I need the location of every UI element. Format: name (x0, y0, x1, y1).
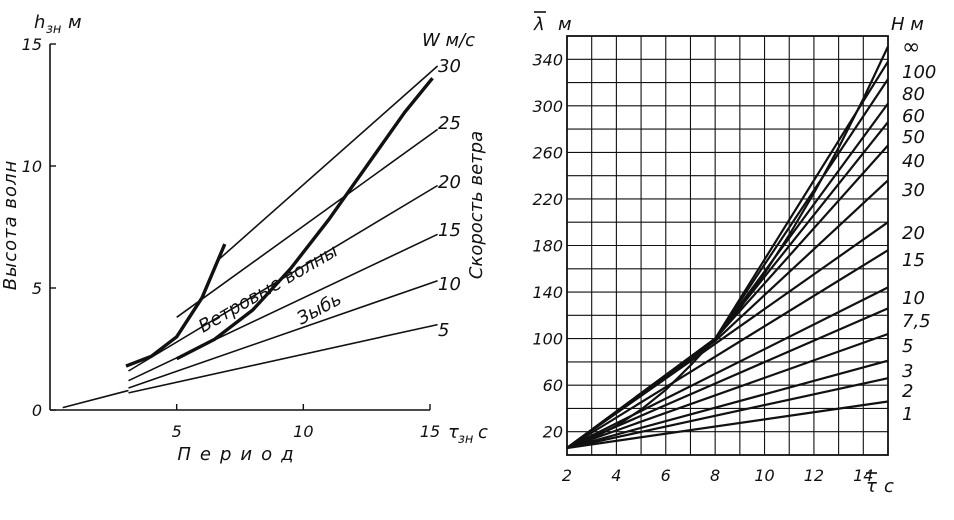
depth-curve (566, 249, 889, 449)
right-x-tick-label: 12 (804, 466, 824, 485)
wind-speed-label: 5 (438, 320, 449, 341)
depth-curve (566, 286, 889, 449)
bold-boundary-curve (125, 243, 227, 368)
right-x-tick-label: 14 (853, 466, 873, 485)
left-x-tick-label: 15 (420, 422, 440, 441)
right-x-unit: с (884, 476, 894, 497)
left-x-tick-label: 5 (172, 422, 182, 441)
right-x-symbol: τ (866, 476, 877, 497)
right-x-tick-label: 2 (562, 466, 572, 485)
right-y-tick-label: 140 (532, 283, 563, 302)
depth-curve (566, 332, 889, 450)
left-x-subscript: зн (458, 432, 474, 447)
depth-label: 2 (902, 381, 913, 402)
wind-speed-label: 20 (438, 172, 461, 193)
wind-speed-label: 30 (438, 56, 461, 77)
right-x-tick-label: 4 (611, 466, 621, 485)
right-y-tick-label: 180 (532, 237, 563, 256)
depth-curve (566, 400, 889, 450)
left-ticks: 0 5 10 15 5 10 15 (22, 35, 441, 441)
depth-label: 5 (902, 336, 913, 357)
wind-speed-label: 10 (438, 274, 461, 295)
depth-label: ∞ (902, 35, 920, 60)
left-x-tick-label: 10 (293, 422, 313, 441)
depth-label: 80 (902, 84, 925, 105)
left-y-tick-label: 5 (32, 279, 42, 298)
left-x-symbol: τ (448, 422, 459, 443)
depth-curve (566, 102, 889, 449)
depth-label: 15 (902, 250, 925, 271)
wind-speed-line (128, 279, 438, 389)
depth-label: 3 (902, 361, 913, 382)
wind-speed-line (128, 323, 438, 394)
right-x-tick-label: 10 (754, 466, 774, 485)
right-y-tick-label: 220 (532, 190, 563, 209)
right-y-tick-label: 20 (543, 423, 563, 442)
left-y-symbol: h (34, 12, 45, 33)
depth-curve (566, 307, 889, 450)
left-y-tick-label: 15 (22, 35, 42, 54)
wind-speed-label: 25 (438, 113, 461, 134)
depth-curve (566, 377, 889, 450)
right-grid (566, 35, 889, 456)
right-x-tick-label: 8 (710, 466, 720, 485)
right-ticks: 20 60 100 140 180 220 260 300 340 2 4 6 8 10 12 14 (532, 50, 873, 485)
left-axes (49, 44, 430, 411)
depth-label: 100 (902, 62, 936, 83)
left-y-tick-label: 0 (32, 401, 42, 420)
left-y-subscript: зн (46, 22, 62, 37)
right-x-tick-label: 6 (661, 466, 671, 485)
left-x-unit: с (478, 422, 488, 443)
depth-curve (566, 221, 889, 449)
depth-curve (566, 121, 889, 449)
left-series-lines (62, 65, 439, 409)
wind-speed-line (219, 65, 439, 260)
right-y-tick-label: 340 (532, 50, 563, 69)
depth-curve (566, 144, 889, 449)
right-y-tick-label: 260 (532, 143, 563, 162)
depth-label: 40 (902, 151, 925, 172)
right-y-symbol: λ (533, 14, 545, 35)
depth-label: 1 (902, 404, 913, 425)
depth-label: 60 (902, 106, 925, 127)
wind-speed-label: 15 (438, 220, 461, 241)
depth-label: 20 (902, 223, 925, 244)
wind-speed-labels: 30 25 20 15 10 5 (438, 56, 461, 341)
depth-label: 7,5 (902, 311, 931, 332)
depth-curve (566, 78, 889, 449)
left-y-unit: м (68, 12, 82, 33)
right-y-tick-label: 60 (543, 376, 563, 395)
wind-speed-line (176, 128, 439, 318)
right-y-tick-label: 300 (532, 97, 563, 116)
depth-header: Н м (891, 14, 924, 35)
wind-speed-axis-title: Скорость ветра (466, 131, 487, 279)
depth-label: 10 (902, 288, 925, 309)
depth-label: 50 (902, 127, 925, 148)
annotation-swell: Зыбь (293, 289, 345, 330)
wind-speed-line (62, 389, 129, 409)
right-series-lines (566, 46, 889, 450)
wind-speed-header: W м/с (422, 30, 475, 51)
bold-boundary-curve (175, 77, 434, 361)
left-x-axis-title: Период (177, 444, 302, 465)
depth-curve (566, 359, 889, 450)
right-y-tick-label: 100 (532, 330, 563, 349)
depth-label: 30 (902, 180, 925, 201)
left-y-axis-title: Высота волн (0, 160, 21, 291)
right-y-unit: м (558, 14, 572, 35)
left-y-tick-label: 10 (22, 157, 42, 176)
